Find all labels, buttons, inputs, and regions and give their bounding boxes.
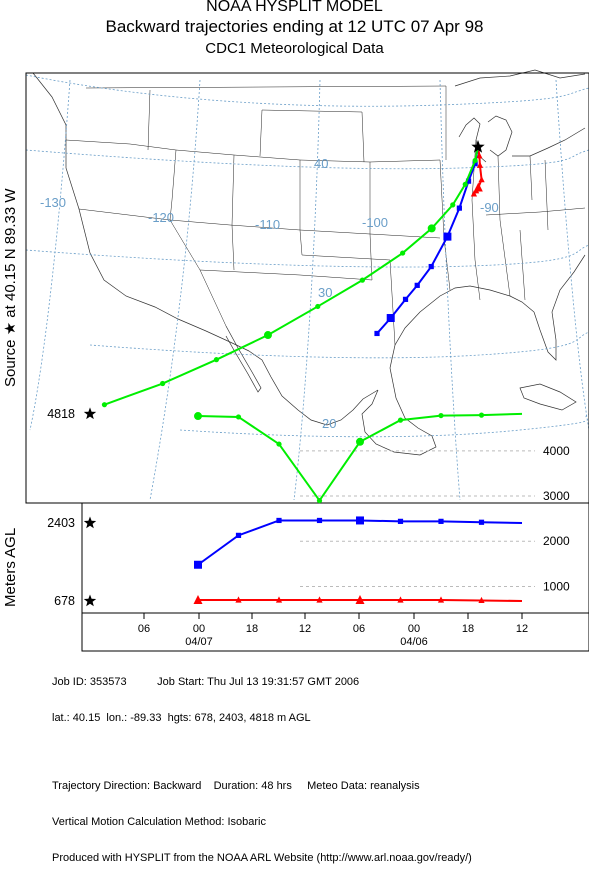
trajectory-point xyxy=(465,178,472,184)
job-info-line: Vertical Motion Calculation Method: Isob… xyxy=(52,816,266,828)
height-tick-label: 1000 xyxy=(543,579,570,593)
height-point xyxy=(437,596,445,603)
trajectory-point xyxy=(160,380,166,387)
start-height-label: 2403 xyxy=(47,516,75,530)
time-tick-label: 12 xyxy=(299,623,311,635)
height-point xyxy=(316,517,323,524)
job-info: Job ID: 353573 Job Start: Thu Jul 13 19:… xyxy=(52,652,472,876)
height-point xyxy=(276,441,282,447)
y-axis-label: Meters AGL xyxy=(2,528,19,607)
height-tick-label: 4000 xyxy=(543,444,570,458)
trajectory-point xyxy=(263,331,272,340)
height-point xyxy=(316,497,323,504)
latitude-label: 30 xyxy=(318,285,332,300)
trajectory-point xyxy=(428,263,434,270)
map-frame xyxy=(25,72,589,504)
height-point xyxy=(478,519,485,525)
start-height-label: 4818 xyxy=(47,407,75,421)
height-point xyxy=(438,518,444,524)
trajectory-point xyxy=(472,161,478,167)
trajectory-point xyxy=(359,277,366,283)
start-star-icon xyxy=(83,407,97,420)
trajectory-line xyxy=(104,146,479,406)
trajectory-point xyxy=(414,282,420,288)
height-point xyxy=(193,595,203,605)
trajectory-point xyxy=(213,357,220,363)
height-point xyxy=(235,414,242,420)
time-tick-label: 18 xyxy=(462,623,474,635)
trajectory-line xyxy=(376,146,479,335)
latitude-label: 20 xyxy=(322,416,336,431)
time-tick-label: 00 xyxy=(193,623,205,635)
trajectory-point xyxy=(470,190,478,197)
lat-lon-gridlines xyxy=(25,74,589,501)
start-height-label: 678 xyxy=(54,594,75,608)
source-star-icon xyxy=(471,140,485,153)
date-label: 04/07 xyxy=(185,636,213,648)
job-info-line: Job ID: 353573 Job Start: Thu Jul 13 19:… xyxy=(52,676,360,688)
height-point xyxy=(356,437,364,446)
height-point xyxy=(397,417,404,423)
height-point xyxy=(397,518,404,524)
state-borders xyxy=(65,85,586,346)
time-tick-label: 18 xyxy=(246,623,258,635)
chart-title: Backward trajectories ending at 12 UTC 0… xyxy=(105,17,484,36)
trajectory-point xyxy=(101,402,108,408)
height-point xyxy=(316,596,323,603)
trajectory-point xyxy=(456,205,462,211)
trajectory-chart: -130 -120 -110 -100 -90 40 30 20 Source ★ at 40… xyxy=(2,69,589,652)
start-star-icon xyxy=(83,594,97,607)
time-tick-label: 06 xyxy=(353,623,365,635)
height-point xyxy=(235,532,242,538)
latitude-label: 40 xyxy=(314,156,328,171)
basemap xyxy=(32,69,586,456)
height-point xyxy=(438,412,444,419)
height-point xyxy=(397,596,404,603)
trajectory-point xyxy=(443,232,452,241)
trajectory-point xyxy=(450,202,456,208)
height-line xyxy=(197,519,523,566)
height-point xyxy=(356,516,364,525)
source-label: Source ★ at 40.15 N 89.33 W xyxy=(2,188,19,387)
time-axis-frame xyxy=(81,612,589,652)
model-title: NOAA HYSPLIT MODEL xyxy=(206,0,383,15)
job-info-line: lat.: 40.15 lon.: -89.33 hgts: 678, 2403… xyxy=(52,712,311,724)
start-star-icon xyxy=(83,516,97,529)
time-tick-label: 00 xyxy=(408,623,420,635)
date-label: 04/06 xyxy=(400,636,428,648)
trajectory-point xyxy=(386,314,395,323)
trajectory-point xyxy=(374,330,380,337)
height-tick-label: 2000 xyxy=(543,534,570,548)
trajectory-point xyxy=(476,161,484,168)
height-point xyxy=(235,596,242,603)
longitude-label: -110 xyxy=(255,217,280,232)
meteo-source-title: CDC1 Meteorological Data xyxy=(205,40,384,57)
longitude-label: -90 xyxy=(480,200,499,215)
height-point xyxy=(478,412,485,418)
trajectory-point xyxy=(400,250,406,256)
job-info-line: Produced with HYSPLIT from the NOAA ARL … xyxy=(52,852,472,864)
longitude-label: -120 xyxy=(148,210,174,225)
height-line xyxy=(197,412,523,503)
trajectory-point xyxy=(427,224,436,233)
trajectory-point xyxy=(476,152,483,159)
height-point xyxy=(275,596,283,603)
longitude-label: -130 xyxy=(40,195,66,210)
trajectory-point xyxy=(315,303,321,310)
job-info-line: Trajectory Direction: Backward Duration:… xyxy=(52,780,420,792)
height-point xyxy=(478,596,485,604)
time-tick-label: 06 xyxy=(138,623,150,635)
trajectory-point xyxy=(478,175,485,183)
height-tick-label: 3000 xyxy=(543,489,570,503)
height-point xyxy=(194,560,202,569)
trajectory-point xyxy=(472,157,478,164)
trajectory-point xyxy=(462,181,468,187)
trajectory-point xyxy=(402,296,409,302)
height-point xyxy=(276,517,282,524)
time-tick-label: 12 xyxy=(516,623,528,635)
height-point xyxy=(355,595,365,605)
height-point xyxy=(194,412,202,421)
longitude-label: -100 xyxy=(362,215,388,230)
